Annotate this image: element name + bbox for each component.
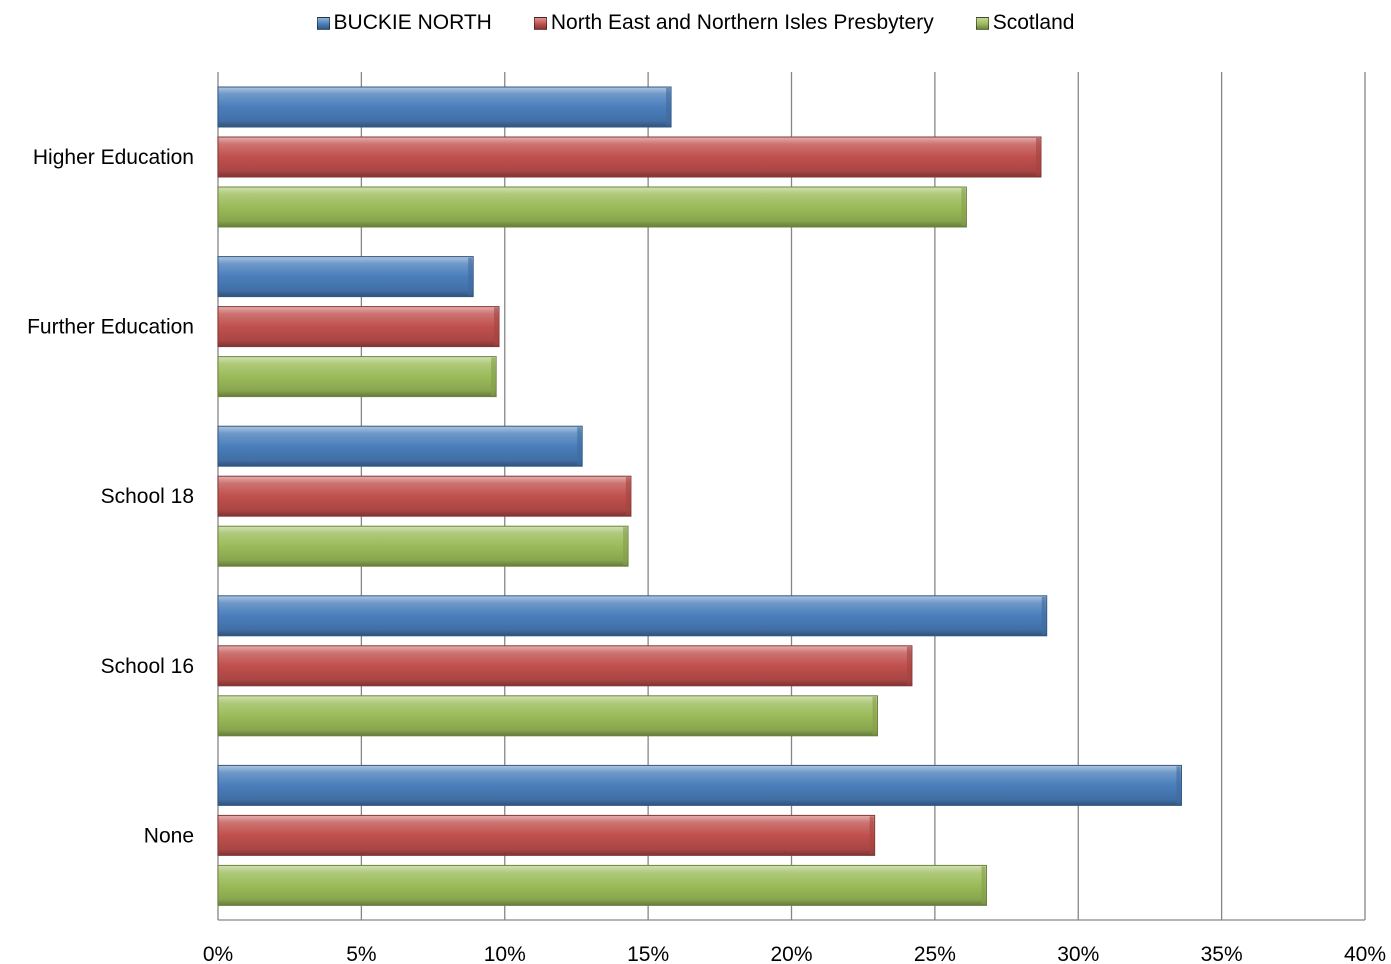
legend-item: North East and Northern Isles Presbytery [533,11,934,35]
legend-item: BUCKIE NORTH [316,11,492,35]
x-tick-label: 10% [484,943,526,964]
legend-item: Scotland [975,11,1075,35]
y-category-label: School 18 [101,485,194,508]
y-category-label: None [144,824,194,847]
x-tick-label: 15% [627,943,669,964]
legend-label: BUCKIE NORTH [333,11,492,34]
x-tick-label: 25% [914,943,956,964]
bar [217,525,629,567]
legend-label: North East and Northern Isles Presbytery [550,11,934,34]
bar-end-cap [872,696,877,735]
bar-end-cap [961,188,966,226]
y-category-label: School 16 [101,655,194,678]
bar-end-cap [468,257,473,296]
bar [217,475,632,517]
bar [217,425,583,467]
x-tick-label: 20% [770,943,812,964]
x-tick-label: 5% [346,943,376,964]
bar-end-cap [494,307,499,346]
bar [217,256,474,298]
legend-swatch [316,16,330,30]
x-tick-label: 40% [1344,943,1386,964]
bar-end-cap [623,527,628,566]
bar [217,86,672,128]
legend: BUCKIE NORTH North East and Northern Isle… [0,8,1391,38]
bar-end-cap [1041,596,1046,635]
bar-end-cap [625,477,630,516]
bar [217,814,876,856]
bar [217,695,879,737]
bar [217,764,1182,806]
bar-end-cap [869,816,874,855]
bar [217,186,967,228]
y-category-label: Higher Education [33,146,194,169]
bar [217,356,497,398]
bar [217,595,1048,637]
bar-end-cap [1035,138,1040,176]
bar [217,136,1042,178]
bar-end-cap [577,427,582,466]
bar-end-cap [666,88,671,126]
bar-end-cap [491,357,496,396]
bar [217,645,913,687]
bar [217,864,987,906]
x-tick-label: 30% [1057,943,1099,964]
bar-end-cap [981,866,986,905]
bar-end-cap [906,646,911,685]
x-tick-label: 35% [1201,943,1243,964]
legend-swatch [975,16,989,30]
legend-swatch [533,16,547,30]
x-tick-label: 0% [203,943,233,964]
bar [217,306,500,348]
bar-end-cap [1176,766,1181,805]
legend-label: Scotland [992,11,1075,34]
y-category-label: Further Education [27,316,194,339]
